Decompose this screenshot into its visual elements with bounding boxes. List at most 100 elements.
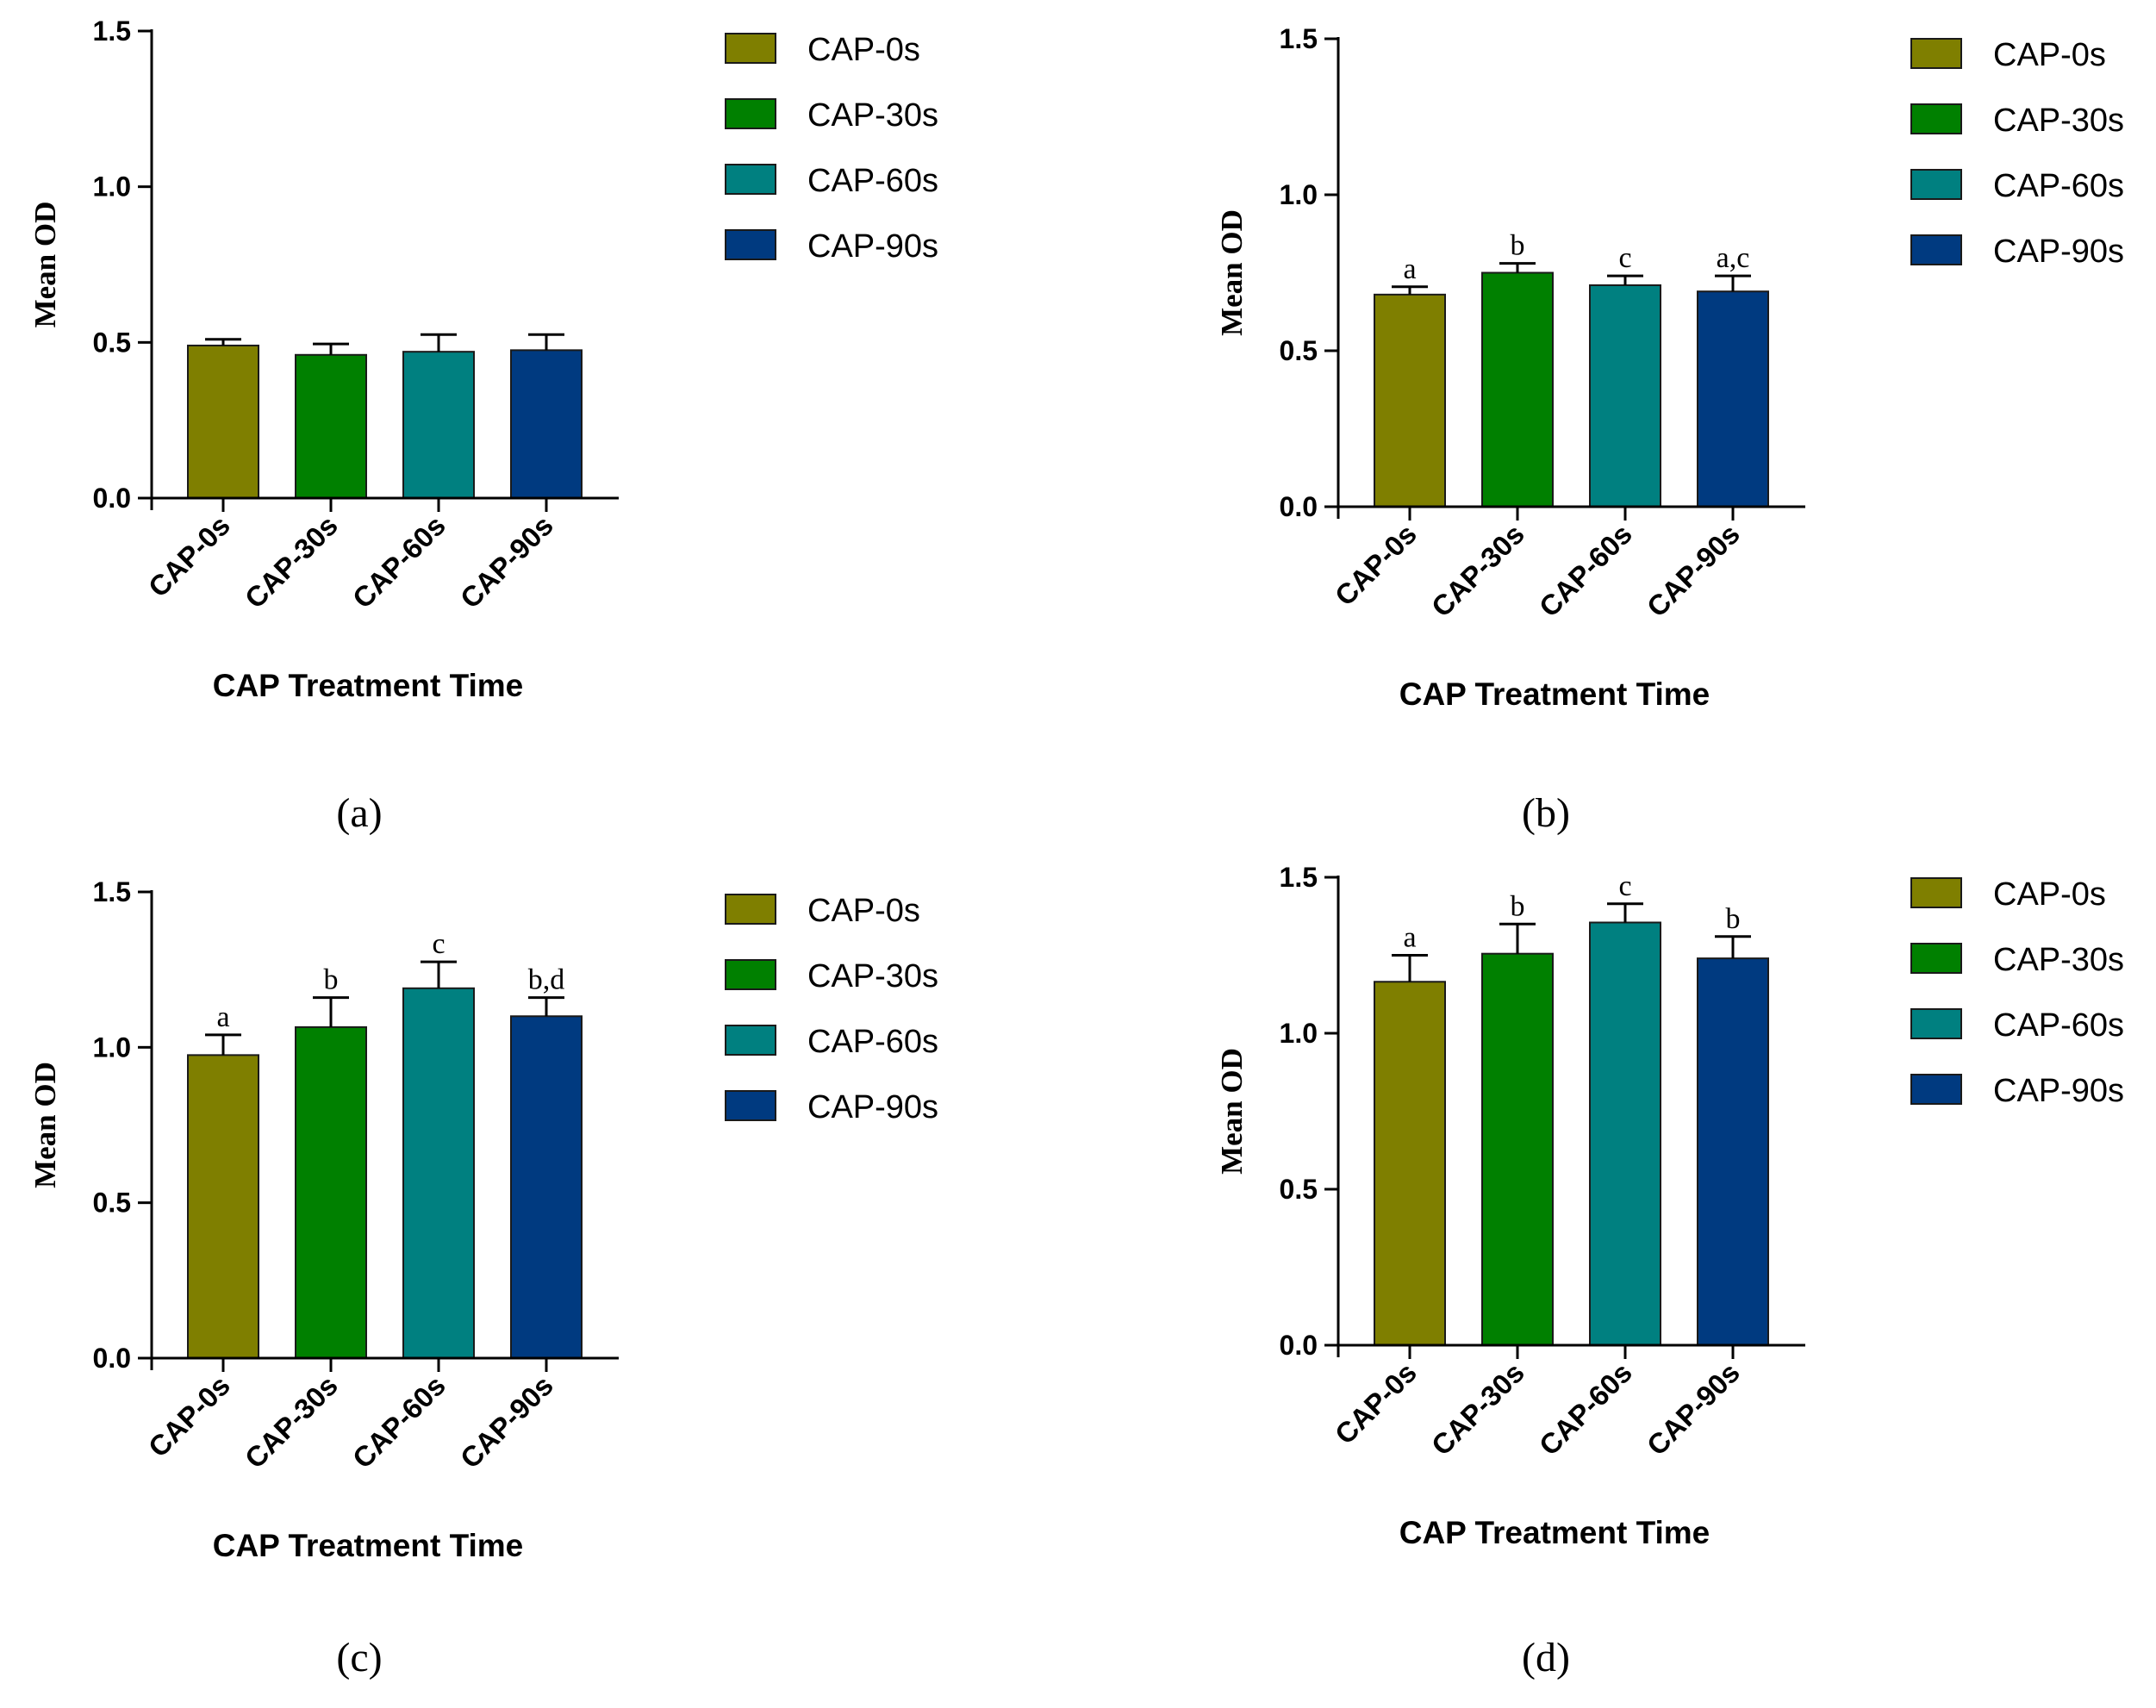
significance-letter: a,c xyxy=(1717,242,1750,274)
bar-cap-30s xyxy=(1481,271,1554,508)
x-tick-label: CAP-30s xyxy=(1425,1356,1530,1462)
x-tick-label: CAP-30s xyxy=(239,1369,344,1474)
legend-label: CAP-60s xyxy=(1993,1007,2124,1044)
legend-label: CAP-0s xyxy=(807,32,920,68)
legend-swatch xyxy=(1910,169,1962,200)
legend-swatch xyxy=(725,33,776,64)
legend-swatch xyxy=(725,894,776,925)
significance-letter: b xyxy=(1511,890,1525,922)
legend-label: CAP-30s xyxy=(1993,942,2124,978)
x-axis-title: CAP Treatment Time xyxy=(213,668,524,703)
y-tick-label: 1.5 xyxy=(93,876,131,907)
y-tick-label: 1.0 xyxy=(1280,179,1318,210)
y-tick-label: 0.5 xyxy=(93,327,131,358)
significance-letter: b,d xyxy=(528,964,565,996)
legend-label: CAP-90s xyxy=(1993,1073,2124,1109)
y-tick-label: 0.0 xyxy=(1280,1330,1318,1361)
x-tick-label: CAP-0s xyxy=(1329,518,1423,612)
legend-swatch xyxy=(725,229,776,260)
y-axis-title: Mean OD xyxy=(1215,209,1249,336)
bar-cap-30s xyxy=(1481,952,1554,1346)
legend-label: CAP-0s xyxy=(1993,37,2106,73)
x-tick-label: CAP-60s xyxy=(346,509,452,614)
x-tick-label: CAP-0s xyxy=(1329,1356,1423,1450)
bar-cap-90s xyxy=(1697,957,1769,1346)
y-tick-label: 0.5 xyxy=(93,1187,131,1219)
legend-label: CAP-90s xyxy=(1993,234,2124,270)
legend-swatch xyxy=(725,164,776,195)
x-tick-label: CAP-90s xyxy=(1641,518,1746,623)
bar-cap-30s xyxy=(295,353,367,499)
legend-label: CAP-90s xyxy=(807,1089,938,1125)
x-tick-label: CAP-60s xyxy=(346,1369,452,1474)
y-tick-label: 0.0 xyxy=(93,1343,131,1374)
bar-cap-30s xyxy=(295,1025,367,1359)
legend-swatch xyxy=(1910,103,1962,134)
bar-cap-90s xyxy=(510,1015,583,1360)
significance-letter: b xyxy=(324,964,339,996)
legend-swatch xyxy=(1910,1008,1962,1039)
significance-letter: b xyxy=(1511,230,1525,262)
significance-letter: c xyxy=(432,928,445,960)
y-tick-label: 0.0 xyxy=(93,483,131,514)
panel-label: (d) xyxy=(1522,1635,1570,1680)
y-tick-label: 1.5 xyxy=(93,16,131,47)
significance-letter: a xyxy=(1403,253,1416,285)
y-axis-title: Mean OD xyxy=(28,202,62,328)
x-tick-label: CAP-90s xyxy=(454,1369,559,1474)
legend-label: CAP-30s xyxy=(807,97,938,134)
panel-label: (c) xyxy=(336,1635,382,1680)
significance-letter: a xyxy=(216,1001,229,1033)
y-tick-label: 1.0 xyxy=(1280,1018,1318,1049)
bar-cap-60s xyxy=(1589,284,1661,508)
bar-cap-60s xyxy=(402,987,475,1359)
x-tick-label: CAP-30s xyxy=(239,509,344,614)
significance-letter: b xyxy=(1726,903,1741,935)
x-tick-label: CAP-90s xyxy=(454,509,559,614)
legend-swatch xyxy=(1910,234,1962,265)
bar-cap-60s xyxy=(1589,921,1661,1346)
bar-cap-0s xyxy=(187,1054,259,1359)
y-axis-title: Mean OD xyxy=(28,1062,62,1188)
x-tick-label: CAP-60s xyxy=(1533,1356,1638,1462)
panel-label: (a) xyxy=(336,790,382,836)
x-axis-title: CAP Treatment Time xyxy=(1399,1515,1710,1550)
y-tick-label: 1.0 xyxy=(93,171,131,203)
x-tick-label: CAP-60s xyxy=(1533,518,1638,623)
legend-swatch xyxy=(725,1090,776,1121)
bar-cap-0s xyxy=(1374,981,1446,1347)
bar-cap-90s xyxy=(1697,290,1769,508)
significance-letter: c xyxy=(1618,870,1631,902)
legend-label: CAP-90s xyxy=(807,228,938,265)
legend-label: CAP-0s xyxy=(1993,876,2106,913)
legend-swatch xyxy=(725,1025,776,1056)
x-tick-label: CAP-0s xyxy=(142,509,236,603)
legend-swatch xyxy=(1910,38,1962,69)
y-tick-label: 0.5 xyxy=(1280,335,1318,366)
y-tick-label: 1.5 xyxy=(1280,862,1318,893)
bar-cap-0s xyxy=(1374,293,1446,508)
legend-label: CAP-60s xyxy=(807,163,938,199)
significance-letter: c xyxy=(1618,242,1631,274)
bar-cap-0s xyxy=(187,344,259,499)
panel-label: (b) xyxy=(1522,790,1570,836)
legend-label: CAP-30s xyxy=(1993,103,2124,139)
y-tick-label: 1.5 xyxy=(1280,23,1318,54)
x-tick-label: CAP-0s xyxy=(142,1369,236,1463)
significance-letter: a xyxy=(1403,922,1416,954)
legend-label: CAP-30s xyxy=(807,958,938,994)
legend-label: CAP-60s xyxy=(807,1024,938,1060)
x-tick-label: CAP-30s xyxy=(1425,518,1530,623)
y-tick-label: 0.5 xyxy=(1280,1174,1318,1205)
bar-cap-60s xyxy=(402,351,475,499)
x-axis-title: CAP Treatment Time xyxy=(213,1528,524,1563)
legend-label: CAP-60s xyxy=(1993,168,2124,204)
legend-swatch xyxy=(1910,1074,1962,1105)
y-axis-title: Mean OD xyxy=(1215,1048,1249,1175)
legend-label: CAP-0s xyxy=(807,893,920,929)
legend-swatch xyxy=(725,959,776,990)
